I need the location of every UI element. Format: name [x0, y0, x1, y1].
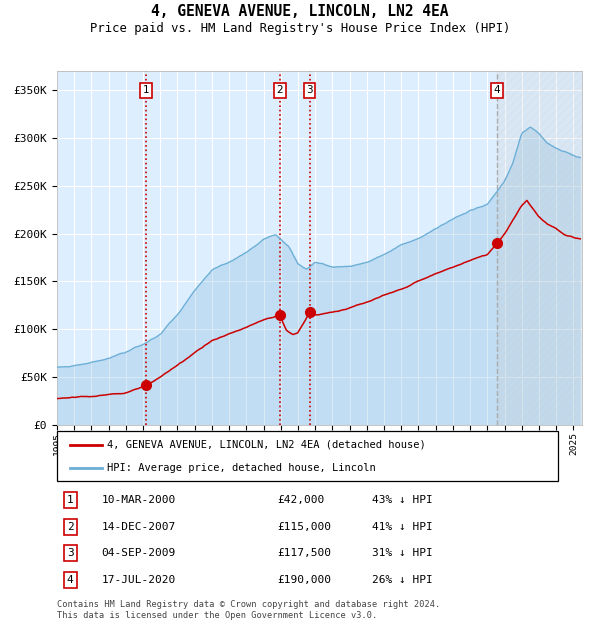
- Text: £117,500: £117,500: [277, 548, 331, 558]
- Text: £42,000: £42,000: [277, 495, 325, 505]
- Text: 17-JUL-2020: 17-JUL-2020: [101, 575, 176, 585]
- Text: Price paid vs. HM Land Registry's House Price Index (HPI): Price paid vs. HM Land Registry's House …: [90, 22, 510, 35]
- Text: Contains HM Land Registry data © Crown copyright and database right 2024.
This d: Contains HM Land Registry data © Crown c…: [57, 600, 440, 619]
- Text: 1: 1: [143, 86, 149, 95]
- Text: 4: 4: [493, 86, 500, 95]
- Text: 3: 3: [306, 86, 313, 95]
- Text: 43% ↓ HPI: 43% ↓ HPI: [372, 495, 433, 505]
- Text: 31% ↓ HPI: 31% ↓ HPI: [372, 548, 433, 558]
- Text: HPI: Average price, detached house, Lincoln: HPI: Average price, detached house, Linc…: [107, 463, 376, 473]
- Text: 3: 3: [67, 548, 74, 558]
- Text: 2: 2: [277, 86, 283, 95]
- Text: 14-DEC-2007: 14-DEC-2007: [101, 522, 176, 532]
- Text: 1: 1: [67, 495, 74, 505]
- Text: 10-MAR-2000: 10-MAR-2000: [101, 495, 176, 505]
- Text: 41% ↓ HPI: 41% ↓ HPI: [372, 522, 433, 532]
- Text: £190,000: £190,000: [277, 575, 331, 585]
- Text: 26% ↓ HPI: 26% ↓ HPI: [372, 575, 433, 585]
- Bar: [497, 71, 582, 425]
- Text: 4: 4: [67, 575, 74, 585]
- Text: 4, GENEVA AVENUE, LINCOLN, LN2 4EA (detached house): 4, GENEVA AVENUE, LINCOLN, LN2 4EA (deta…: [107, 440, 426, 450]
- Text: 4, GENEVA AVENUE, LINCOLN, LN2 4EA: 4, GENEVA AVENUE, LINCOLN, LN2 4EA: [151, 4, 449, 19]
- Text: 04-SEP-2009: 04-SEP-2009: [101, 548, 176, 558]
- Text: £115,000: £115,000: [277, 522, 331, 532]
- FancyBboxPatch shape: [57, 431, 558, 480]
- Text: 2: 2: [67, 522, 74, 532]
